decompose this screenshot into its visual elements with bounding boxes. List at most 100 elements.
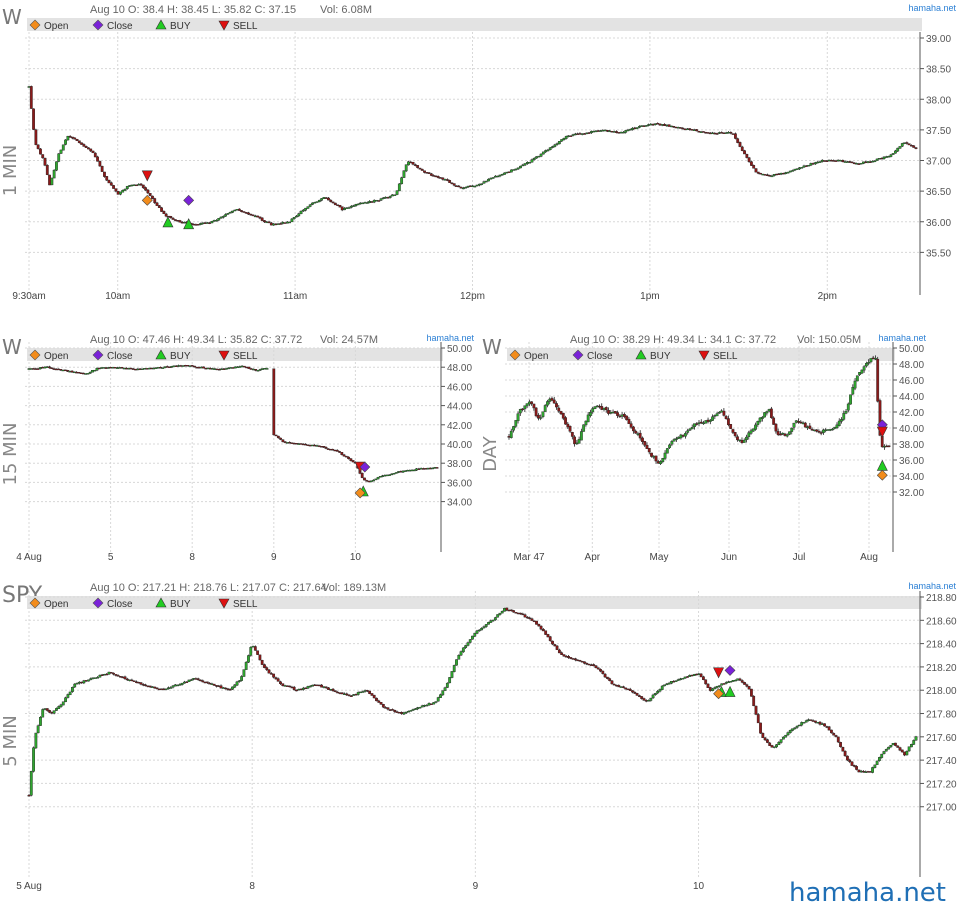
candle-down — [258, 216, 262, 219]
brand-watermark[interactable]: hamaha.net — [788, 878, 946, 908]
candle-down — [322, 446, 326, 448]
x-tick-label: May — [650, 552, 669, 563]
legend-item-buy[interactable]: BUY — [155, 19, 191, 32]
candle-up — [873, 764, 877, 768]
candle-down — [208, 682, 212, 685]
candle-up — [423, 704, 426, 707]
candle-up — [206, 367, 210, 370]
legend-item-close[interactable]: Close — [92, 349, 133, 362]
candle-down — [569, 135, 573, 137]
candle-down — [519, 612, 522, 615]
candle-up — [564, 136, 568, 139]
candle-down — [317, 445, 321, 447]
open-marker[interactable] — [141, 194, 153, 206]
candle-up — [828, 429, 832, 431]
buy-marker[interactable] — [183, 218, 195, 230]
candle-up — [683, 676, 687, 679]
legend-item-open[interactable]: Open — [509, 349, 548, 362]
candle-up — [310, 444, 314, 447]
candle-down — [434, 175, 438, 178]
buy-marker[interactable] — [724, 685, 736, 697]
candle-down — [178, 220, 182, 223]
candle-down — [169, 216, 173, 219]
candle-down — [642, 698, 646, 701]
candle-up — [288, 221, 292, 224]
candle-up — [224, 214, 228, 217]
candle-down — [39, 148, 42, 155]
candle-down — [724, 416, 728, 420]
legend-item-sell[interactable]: SELL — [218, 350, 258, 362]
legend-item-close[interactable]: Close — [92, 19, 133, 32]
legend-item-sell[interactable]: SELL — [698, 350, 738, 362]
sell-marker[interactable] — [876, 426, 888, 438]
candle-down — [427, 172, 431, 174]
candle-down — [324, 686, 328, 689]
legend-item-sell[interactable]: SELL — [218, 598, 258, 610]
close-marker[interactable] — [183, 194, 195, 206]
legend-item-open[interactable]: Open — [29, 19, 68, 32]
legend-item-buy[interactable]: BUY — [155, 597, 191, 610]
candle-up — [352, 205, 356, 207]
legend-item-buy[interactable]: BUY — [635, 349, 671, 362]
legend-item-sell[interactable]: SELL — [218, 20, 258, 32]
buy-marker[interactable] — [162, 216, 174, 228]
candle-down — [222, 368, 226, 370]
candle-down — [756, 714, 760, 724]
candle-up — [368, 201, 372, 204]
candle-up — [560, 139, 564, 142]
candle-down — [180, 221, 184, 224]
legend-item-open[interactable]: Open — [29, 349, 68, 362]
legend-item-close[interactable]: Close — [572, 349, 613, 362]
candle-down — [774, 423, 778, 432]
legend-label: SELL — [233, 351, 258, 362]
sell-marker[interactable] — [713, 667, 725, 679]
candle-down — [640, 696, 644, 699]
candle-up — [147, 367, 151, 370]
candle-down — [697, 130, 701, 133]
candle-down — [596, 667, 600, 670]
candle-up — [432, 702, 436, 705]
candle-up — [498, 174, 502, 177]
candle-up — [256, 370, 260, 372]
candle-up — [493, 617, 497, 621]
close-marker[interactable] — [724, 664, 736, 676]
candle-down — [290, 686, 294, 689]
open-marker[interactable] — [876, 469, 888, 481]
sell-marker[interactable] — [141, 170, 153, 182]
candle-down — [308, 444, 312, 447]
candle-up — [411, 709, 415, 711]
x-tick-label: 9 — [271, 552, 277, 563]
candle-up — [372, 200, 376, 203]
candle-up — [711, 132, 714, 135]
chart-panel-3: SPY Aug 10 O: 217.21 H: 218.76 L: 217.07 … — [0, 581, 957, 892]
candle-down — [199, 679, 202, 682]
candle-down — [615, 131, 618, 133]
candle-up — [455, 659, 458, 666]
legend-item-close[interactable]: Close — [92, 597, 133, 610]
candle-down — [249, 368, 253, 370]
candle-up — [849, 394, 852, 405]
candle-up — [523, 405, 527, 410]
candle-up — [779, 172, 783, 175]
open-marker[interactable] — [713, 688, 724, 700]
candle-up — [619, 686, 623, 688]
open-marker[interactable] — [354, 487, 366, 499]
close-marker[interactable] — [359, 461, 371, 473]
candle-up — [301, 209, 305, 212]
candle-up — [792, 422, 796, 428]
legend-item-open[interactable]: Open — [29, 597, 68, 610]
candle-down — [119, 676, 122, 678]
legend-item-buy[interactable]: BUY — [155, 349, 191, 362]
x-tick-label: Apr — [585, 552, 601, 563]
buy-marker[interactable] — [876, 459, 888, 471]
candle-up — [711, 688, 714, 691]
candle-down — [174, 365, 178, 367]
y-tick-label: 38.50 — [926, 65, 951, 76]
candle-down — [727, 418, 730, 426]
candle-down — [866, 771, 870, 773]
candle-down — [905, 142, 909, 144]
candle-up — [199, 223, 202, 225]
candle-up — [530, 159, 534, 163]
chart-panel-2: W Aug 10 O: 38.29 H: 49.34 L: 34.1 C: 37.… — [480, 333, 926, 563]
candle-down — [162, 688, 166, 691]
